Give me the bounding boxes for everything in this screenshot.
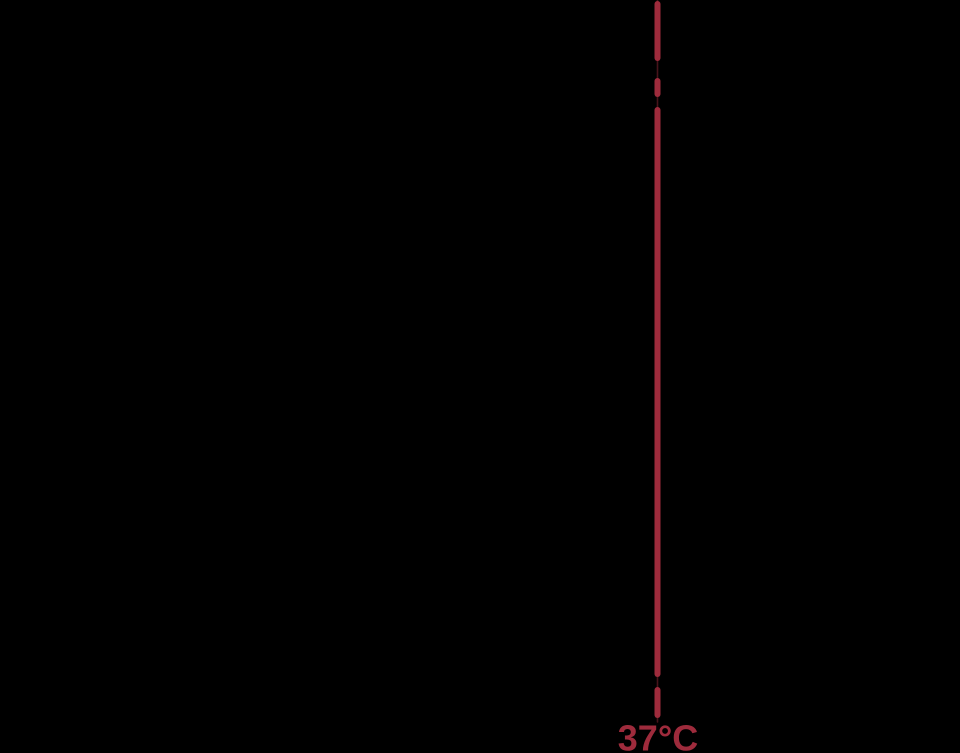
threshold-label: 37°C	[618, 718, 698, 753]
